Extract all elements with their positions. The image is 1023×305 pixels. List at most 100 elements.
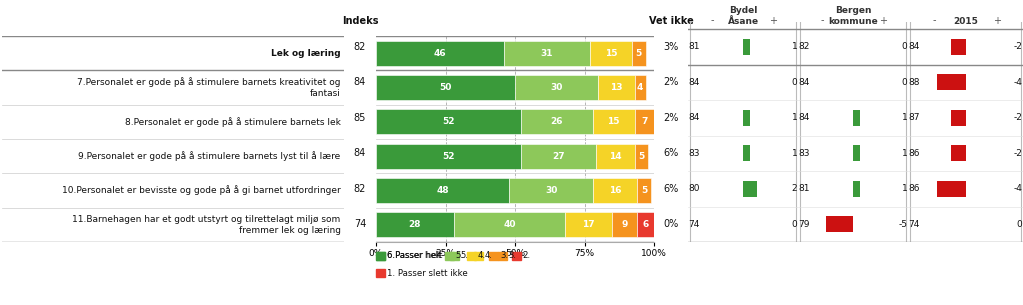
Bar <box>593 109 634 134</box>
Bar <box>497 252 506 260</box>
Text: 2: 2 <box>792 184 798 193</box>
Bar <box>826 216 853 232</box>
Bar <box>950 39 966 55</box>
Text: 85: 85 <box>354 113 366 123</box>
Text: 9: 9 <box>622 220 628 229</box>
Text: 84: 84 <box>354 77 366 87</box>
Text: 27: 27 <box>551 152 565 161</box>
Text: -: - <box>711 16 714 26</box>
Text: -: - <box>932 16 936 26</box>
Text: 1: 1 <box>901 113 907 122</box>
Text: -2: -2 <box>1014 113 1022 122</box>
Bar <box>376 252 385 260</box>
Text: 84: 84 <box>688 78 700 87</box>
Bar <box>515 75 598 100</box>
Bar <box>489 252 498 260</box>
Text: +: + <box>769 16 777 26</box>
Bar <box>634 109 654 134</box>
Text: 52: 52 <box>442 117 454 126</box>
Bar <box>937 74 966 90</box>
Bar <box>743 145 750 161</box>
Text: 4.: 4. <box>478 252 486 260</box>
Text: 31: 31 <box>541 49 553 58</box>
Text: 6.Passer helt: 6.Passer helt <box>387 252 442 260</box>
Bar <box>950 145 966 161</box>
Text: 84: 84 <box>688 113 700 122</box>
Text: 82: 82 <box>354 184 366 194</box>
Bar <box>637 213 654 237</box>
Text: 82: 82 <box>799 42 810 51</box>
Text: 30: 30 <box>550 83 563 92</box>
Text: 52: 52 <box>442 152 454 161</box>
Bar <box>445 252 453 260</box>
Bar <box>504 41 590 66</box>
Text: Indeks: Indeks <box>342 16 379 26</box>
Text: 7: 7 <box>641 117 648 126</box>
Text: 17: 17 <box>582 220 595 229</box>
Text: -2: -2 <box>1014 42 1022 51</box>
Text: 5: 5 <box>638 152 644 161</box>
Text: 15: 15 <box>605 49 617 58</box>
Text: 84: 84 <box>354 148 366 158</box>
Text: 83: 83 <box>799 149 810 158</box>
Text: Bergen
kommune: Bergen kommune <box>829 6 878 26</box>
Text: 48: 48 <box>437 186 449 195</box>
Bar <box>598 75 634 100</box>
Bar <box>853 110 860 126</box>
Text: 3%: 3% <box>663 42 678 52</box>
Bar <box>595 144 634 169</box>
Text: 8.Personalet er gode på å stimulere barnets lek: 8.Personalet er gode på å stimulere barn… <box>125 117 341 127</box>
Text: 79: 79 <box>799 220 810 229</box>
Bar <box>454 213 565 237</box>
Text: 0: 0 <box>901 78 907 87</box>
Text: 86: 86 <box>908 184 920 193</box>
Bar <box>512 252 521 260</box>
Text: 1: 1 <box>901 149 907 158</box>
Text: 50: 50 <box>439 83 452 92</box>
Text: -4: -4 <box>1014 184 1022 193</box>
Text: 74: 74 <box>688 220 700 229</box>
Text: +: + <box>879 16 887 26</box>
Text: 74: 74 <box>354 219 366 229</box>
Text: 2%: 2% <box>663 113 678 123</box>
Text: 26: 26 <box>550 117 563 126</box>
Bar <box>474 252 483 260</box>
Bar <box>376 41 504 66</box>
Bar <box>593 178 637 203</box>
Text: 16: 16 <box>609 186 621 195</box>
Text: -2: -2 <box>1014 149 1022 158</box>
Bar <box>853 145 860 161</box>
Text: 5.: 5. <box>460 252 469 260</box>
Text: 4: 4 <box>637 83 643 92</box>
Text: 2015: 2015 <box>953 16 978 26</box>
Text: 28: 28 <box>408 220 421 229</box>
Text: 14: 14 <box>609 152 621 161</box>
Text: 1: 1 <box>792 113 798 122</box>
Bar <box>743 110 750 126</box>
Bar <box>565 213 613 237</box>
Bar <box>853 181 860 197</box>
Bar <box>634 144 649 169</box>
Text: 86: 86 <box>908 149 920 158</box>
Bar <box>590 41 632 66</box>
Text: 13: 13 <box>611 83 623 92</box>
Bar <box>376 213 454 237</box>
Bar <box>521 144 595 169</box>
Text: 87: 87 <box>908 113 920 122</box>
Text: 80: 80 <box>688 184 700 193</box>
Text: 82: 82 <box>354 42 366 52</box>
Text: 6.Passer helt: 6.Passer helt <box>387 252 441 260</box>
Text: 81: 81 <box>799 184 810 193</box>
Text: 1. Passer slett ikke: 1. Passer slett ikke <box>387 268 468 278</box>
Text: 6%: 6% <box>663 148 678 158</box>
Text: +: + <box>993 16 1002 26</box>
Text: 15: 15 <box>608 117 620 126</box>
Bar <box>376 252 385 260</box>
Text: 5.: 5. <box>455 252 463 260</box>
Text: 5: 5 <box>641 186 648 195</box>
Bar <box>376 269 385 277</box>
Text: 40: 40 <box>503 220 516 229</box>
Text: 9.Personalet er gode på å stimulere barnets lyst til å lære: 9.Personalet er gode på å stimulere barn… <box>79 151 341 161</box>
Text: -4: -4 <box>1014 78 1022 87</box>
Text: -5: -5 <box>898 220 907 229</box>
